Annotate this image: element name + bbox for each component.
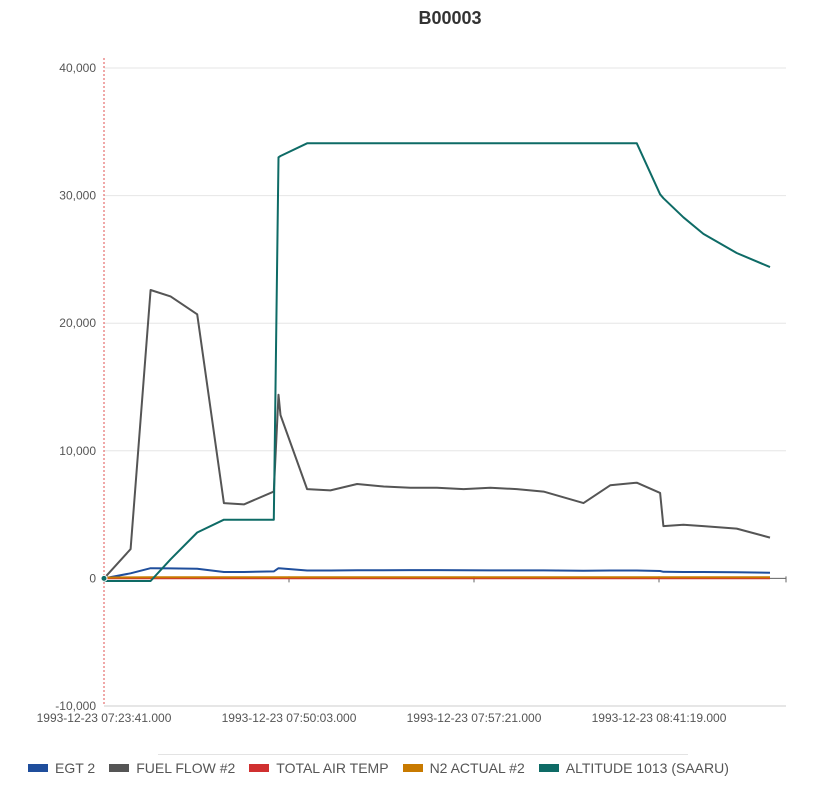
- x-axis-ticks: 1993-12-23 07:23:41.000 1993-12-23 07:50:…: [37, 576, 787, 725]
- legend-item-total-air-temp[interactable]: TOTAL AIR TEMP: [249, 760, 389, 776]
- chart-title: B00003: [418, 8, 482, 28]
- series-lines: [100, 142, 771, 582]
- legend-swatch-fuel-flow: [109, 764, 130, 772]
- legend-item-n2-actual[interactable]: N2 ACTUAL #2: [402, 760, 525, 776]
- y-tick-label: 20,000: [59, 316, 96, 330]
- y-tick-label: 0: [89, 571, 96, 585]
- y-tick-label: 40,000: [59, 61, 96, 75]
- x-tick-label: 1993-12-23 07:23:41.000: [37, 711, 172, 725]
- legend-label: N2 ACTUAL #2: [429, 760, 525, 776]
- legend-item-egt2[interactable]: EGT 2: [28, 760, 95, 776]
- legend-swatch-total-air-temp: [249, 764, 270, 772]
- x-tick-label: 1993-12-23 07:57:21.000: [407, 711, 542, 725]
- legend-divider: [158, 754, 688, 755]
- legend-swatch-egt2: [28, 764, 48, 772]
- legend-label: TOTAL AIR TEMP: [276, 760, 389, 776]
- grid-lines: [104, 67, 786, 707]
- legend-swatch-altitude: [538, 764, 559, 772]
- y-tick-label: 30,000: [59, 189, 96, 203]
- legend-swatch-n2-actual: [402, 764, 423, 772]
- legend-item-altitude[interactable]: ALTITUDE 1013 (SAARU): [538, 760, 729, 776]
- legend-label: ALTITUDE 1013 (SAARU): [565, 760, 729, 776]
- legend-item-fuel-flow[interactable]: FUEL FLOW #2: [109, 760, 235, 776]
- legend-label: FUEL FLOW #2: [136, 760, 236, 776]
- series-line-egt-2: [103, 567, 771, 580]
- series-line-altitude-1013-saaru: [104, 142, 771, 582]
- start-marker: [100, 574, 108, 582]
- x-tick-label: 1993-12-23 08:41:19.000: [592, 711, 727, 725]
- legend: EGT 2 FUEL FLOW #2 TOTAL AIR TEMP N2 ACT…: [28, 760, 743, 776]
- line-chart[interactable]: -10,000 0 10,000 20,000 30,000 40,000 1993-12…: [0, 0, 832, 750]
- y-axis-ticks: -10,000 0 10,000 20,000 30,000 40,000: [55, 61, 96, 713]
- y-tick-label: 10,000: [59, 444, 96, 458]
- x-tick-label: 1993-12-23 07:50:03.000: [222, 711, 357, 725]
- series-line-fuel-flow-2: [103, 289, 771, 580]
- y-tick-label: -10,000: [55, 699, 96, 713]
- legend-label: EGT 2: [55, 760, 96, 776]
